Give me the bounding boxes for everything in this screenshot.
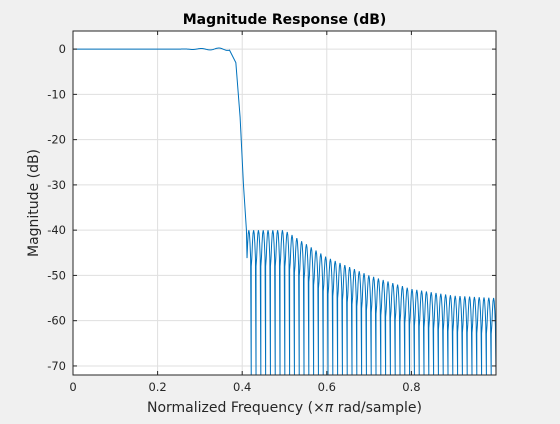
- y-tick-label: -70: [47, 359, 66, 373]
- chart-title: Magnitude Response (dB): [183, 12, 387, 28]
- x-tick-label: 0.2: [148, 380, 166, 394]
- series-line-magnitude: [73, 47, 496, 375]
- x-tick-label: 0.4: [233, 380, 251, 394]
- x-tick-label: 0.8: [402, 380, 420, 394]
- y-tick-label: 0: [59, 42, 66, 56]
- y-tick-label: -40: [47, 223, 66, 237]
- x-axis-label: Normalized Frequency (×π rad/sample): [147, 400, 422, 416]
- y-tick-label: -30: [47, 178, 66, 192]
- axes-box: [72, 30, 497, 376]
- y-axis-label: Magnitude (dB): [26, 149, 42, 257]
- y-tick-label: -20: [47, 133, 66, 147]
- y-tick-label: -10: [47, 87, 66, 101]
- y-tick-label: -50: [47, 268, 66, 282]
- axis-ticks: 0 0.2 0.4 0.6 0.8 0 -10 -20 -30 -40 -50 -60 -70: [47, 31, 496, 394]
- x-tick-label: 0.6: [318, 380, 336, 394]
- x-tick-label: 0: [69, 380, 76, 394]
- y-tick-label: -60: [47, 314, 66, 328]
